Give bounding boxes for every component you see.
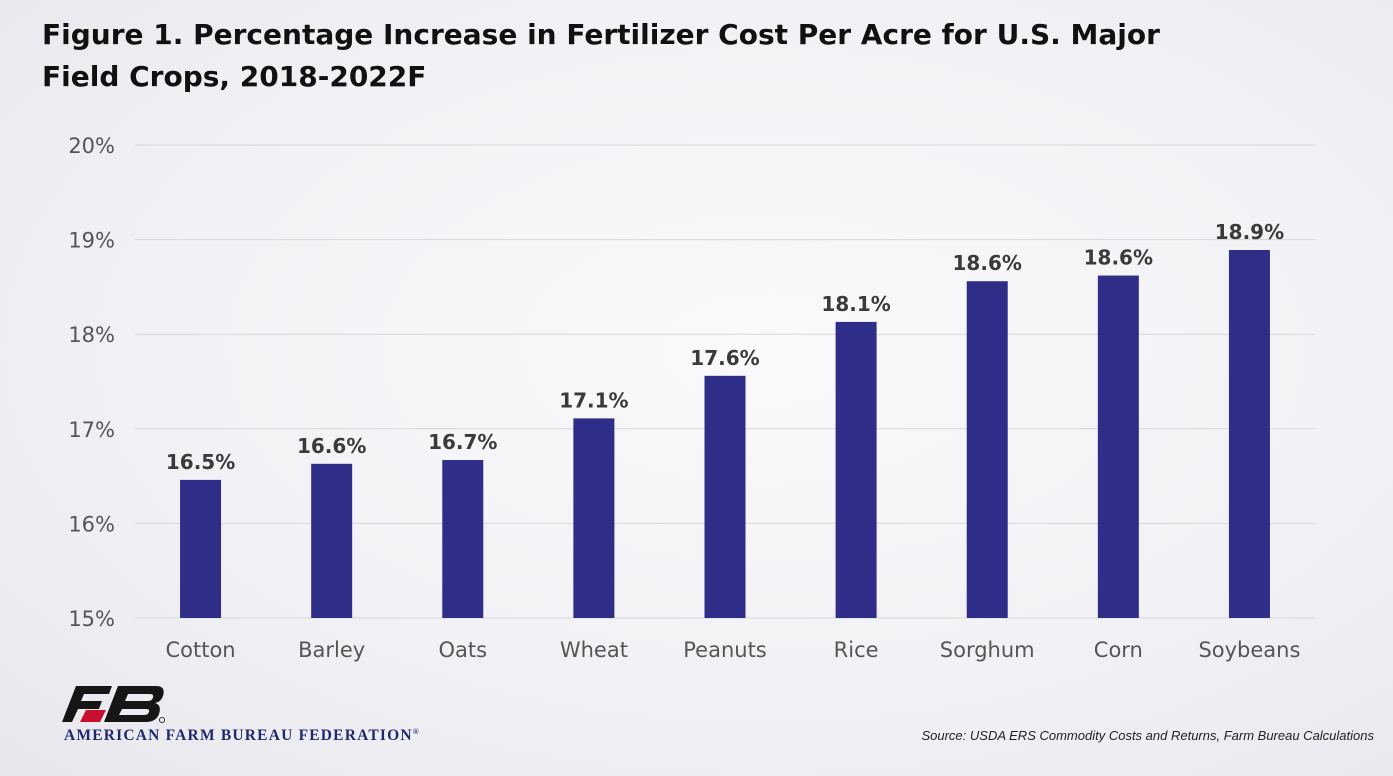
data-label: 18.6% — [953, 251, 1022, 275]
bar — [442, 460, 484, 618]
x-tick-label: Rice — [834, 638, 879, 662]
bar — [966, 281, 1008, 618]
bar — [180, 479, 222, 618]
data-label: 17.1% — [559, 388, 628, 412]
data-label: 16.5% — [166, 450, 235, 474]
data-label: 16.7% — [428, 430, 497, 454]
x-tick-label: Corn — [1094, 638, 1143, 662]
bar — [311, 463, 353, 618]
chart-title-line-1: Figure 1. Percentage Increase in Fertili… — [42, 18, 1160, 51]
x-tick-label: Barley — [298, 638, 365, 662]
bar-chart: 15% 16% 17% 18% 19% 20% 16.5% Cotton 16.6% Barley… — [68, 134, 1315, 662]
y-tick-label: 19% — [68, 229, 115, 253]
y-tick-label: 18% — [68, 323, 115, 347]
y-tick-label: 20% — [68, 134, 115, 158]
x-tick-label: Soybeans — [1198, 638, 1300, 662]
bar — [1097, 275, 1139, 618]
fb-logo — [62, 684, 172, 729]
bar — [704, 375, 746, 618]
bar — [835, 321, 877, 618]
x-tick-label: Peanuts — [683, 638, 767, 662]
y-tick-label: 16% — [68, 512, 115, 536]
x-tick-label: Cotton — [165, 638, 235, 662]
bar — [573, 418, 615, 618]
source-note: Source: USDA ERS Commodity Costs and Ret… — [921, 728, 1374, 743]
data-label: 16.6% — [297, 434, 366, 458]
organization-name: AMERICAN FARM BUREAU FEDERATION® — [64, 727, 420, 745]
x-tick-label: Oats — [438, 638, 487, 662]
x-tick-label: Wheat — [560, 638, 628, 662]
y-tick-label: 15% — [68, 607, 115, 631]
y-tick-label: 17% — [68, 418, 115, 442]
bar — [1228, 250, 1270, 619]
chart-title-line-2: Field Crops, 2018-2022F — [42, 60, 427, 93]
chart-title: Figure 1. Percentage Increase in Fertili… — [42, 14, 1192, 98]
data-label: 18.1% — [821, 292, 890, 316]
data-label: 18.6% — [1084, 246, 1153, 270]
x-tick-label: Sorghum — [940, 638, 1035, 662]
fb-logo-icon — [62, 686, 166, 724]
data-label: 17.6% — [690, 346, 759, 370]
data-label: 18.9% — [1215, 220, 1284, 244]
